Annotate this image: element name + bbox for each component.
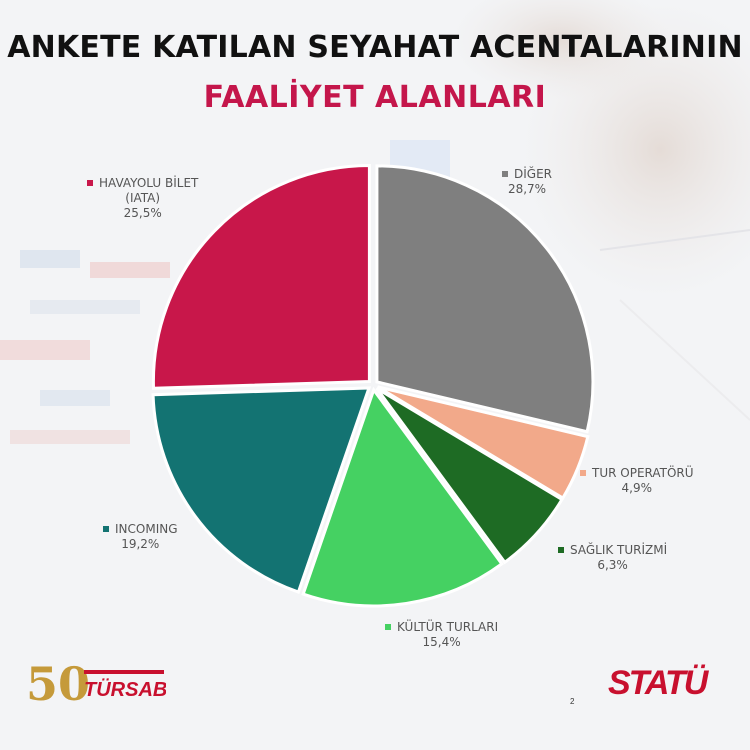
pie-slice-havayolu-bi-let-iata- xyxy=(151,164,371,390)
statu-logo-text: STATÜ xyxy=(608,664,710,700)
slice-label: TUR OPERATÖRÜ 4,9% xyxy=(580,466,694,496)
slice-label-text: HAVAYOLU BİLET xyxy=(87,176,198,191)
slice-value-label: 19,2% xyxy=(121,537,160,551)
pie-slice-tur-operatörü xyxy=(376,385,590,501)
legend-swatch xyxy=(385,624,391,630)
slice-label-text: SAĞLIK TURİZMİ xyxy=(558,543,667,558)
pie-slice-kültür-turlari xyxy=(301,386,504,608)
slice-label-text: KÜLTÜR TURLARI xyxy=(385,620,498,635)
legend-swatch xyxy=(502,171,508,177)
legend-swatch xyxy=(87,180,93,186)
chart-title-line2: FAALİYET ALANLARI xyxy=(203,80,547,115)
slice-value-label: 4,9% xyxy=(621,481,653,495)
slice-label-text: (IATA) xyxy=(125,191,161,205)
legend-swatch xyxy=(103,526,109,532)
slice-value-label: 25,5% xyxy=(123,206,162,220)
slice-value-label: 6,3% xyxy=(597,558,628,572)
statu-logo: STATÜ xyxy=(608,664,712,700)
slice-label: SAĞLIK TURİZMİ 6,3% xyxy=(558,543,667,573)
slice-value-label: 15,4% xyxy=(422,635,461,649)
pie-slice-incoming xyxy=(151,386,372,595)
page-number: 2 xyxy=(570,697,575,706)
slice-label: HAVAYOLU BİLET (IATA) 25,5% xyxy=(87,176,198,221)
legend-swatch xyxy=(558,547,564,553)
tursab-logo-number: 50 xyxy=(26,657,90,706)
chart-title-line1: ANKETE KATILAN SEYAHAT ACENTALARININ xyxy=(7,30,743,65)
slice-label: INCOMING 19,2% xyxy=(103,522,178,552)
slice-label-text: TUR OPERATÖRÜ xyxy=(580,466,694,481)
tursab-logo-text: TÜRSAB xyxy=(84,678,166,701)
tursab-50-logo: 50 TÜRSAB xyxy=(26,657,166,706)
pie-slice-di-ğer xyxy=(375,164,595,434)
slice-label: DİĞER 28,7% xyxy=(502,167,552,197)
slice-label-text: DİĞER xyxy=(502,167,552,182)
slice-label-text: INCOMING xyxy=(103,522,178,537)
legend-swatch xyxy=(580,470,586,476)
slice-label: KÜLTÜR TURLARI 15,4% xyxy=(385,620,498,650)
pie-slice-sağlik-turi-zmi- xyxy=(375,387,564,565)
slice-value-label: 28,7% xyxy=(507,182,547,196)
